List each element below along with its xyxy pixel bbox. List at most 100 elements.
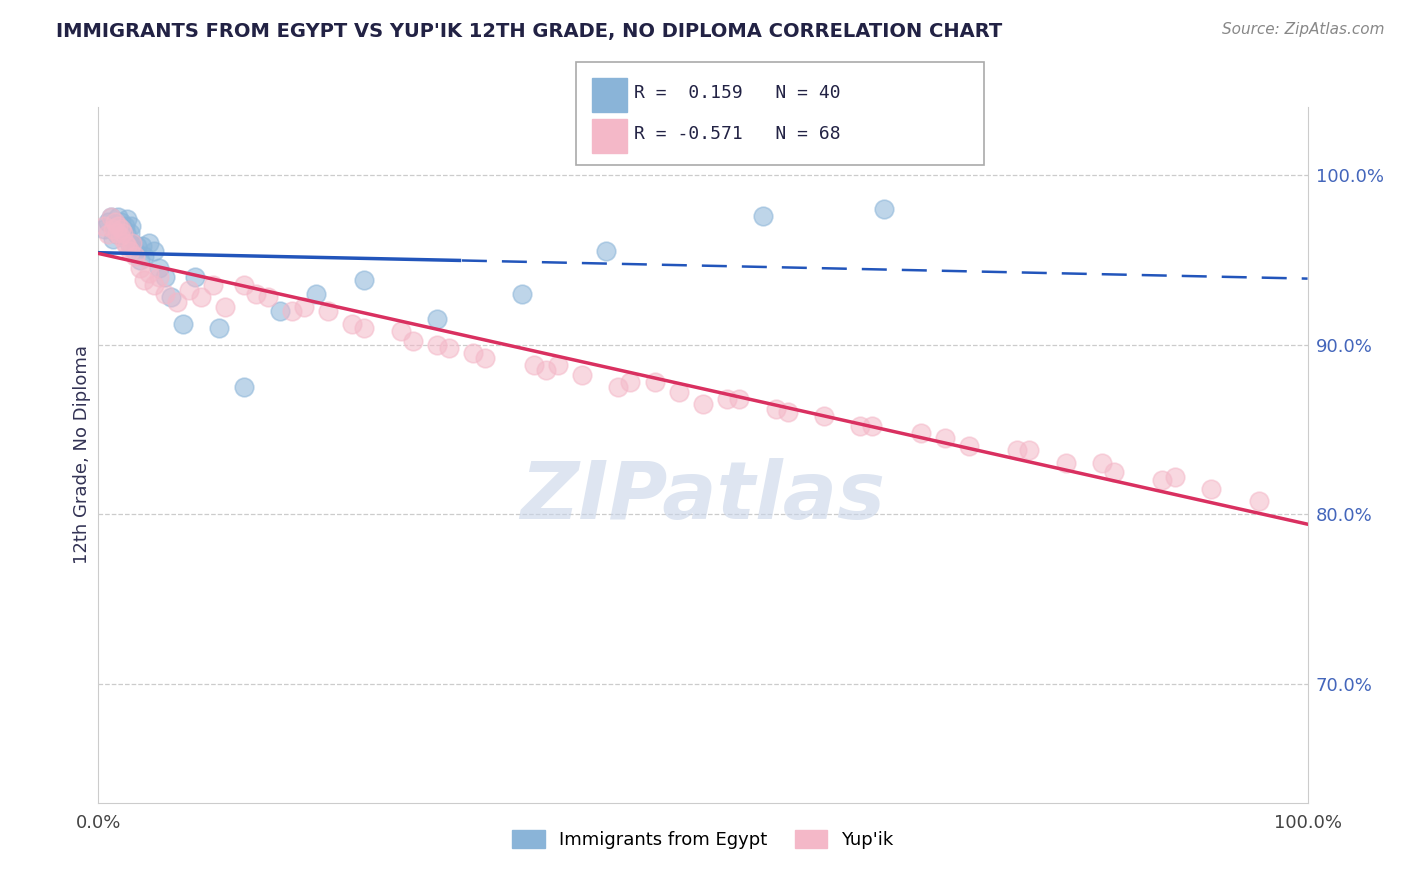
- Point: [128, 261, 150, 276]
- Point: [117, 239, 139, 253]
- Point: [595, 244, 617, 259]
- Point: [1152, 474, 1174, 488]
- Point: [101, 222, 124, 236]
- Point: [118, 244, 141, 259]
- Point: [353, 320, 375, 334]
- Point: [127, 239, 149, 253]
- Point: [114, 235, 136, 250]
- Point: [160, 290, 183, 304]
- Point: [534, 363, 557, 377]
- Point: [1249, 493, 1271, 508]
- Point: [134, 273, 156, 287]
- Point: [93, 222, 115, 236]
- Point: [256, 290, 278, 304]
- Point: [1102, 465, 1125, 479]
- Point: [143, 278, 166, 293]
- Point: [668, 385, 690, 400]
- Point: [873, 202, 896, 216]
- Point: [111, 226, 134, 240]
- Point: [120, 219, 142, 233]
- Point: [245, 286, 267, 301]
- Point: [105, 226, 128, 240]
- Point: [316, 303, 339, 318]
- Point: [108, 222, 131, 236]
- Point: [813, 409, 835, 423]
- Point: [463, 346, 485, 360]
- Point: [101, 232, 124, 246]
- Text: ZIPatlas: ZIPatlas: [520, 458, 886, 536]
- Point: [121, 235, 143, 250]
- Point: [1054, 457, 1077, 471]
- Point: [523, 358, 546, 372]
- Point: [402, 334, 425, 349]
- Point: [849, 419, 872, 434]
- Text: R =  0.159   N = 40: R = 0.159 N = 40: [634, 84, 841, 102]
- Point: [115, 226, 138, 240]
- Point: [776, 405, 799, 419]
- Point: [342, 318, 364, 332]
- Point: [104, 219, 127, 233]
- Point: [148, 261, 170, 276]
- Point: [100, 211, 122, 225]
- Point: [607, 380, 630, 394]
- Point: [202, 278, 225, 293]
- Point: [179, 283, 201, 297]
- Point: [644, 375, 666, 389]
- Point: [716, 392, 738, 406]
- Point: [1018, 442, 1040, 457]
- Point: [148, 269, 170, 284]
- Point: [128, 252, 150, 267]
- Point: [353, 273, 375, 287]
- Point: [619, 375, 641, 389]
- Point: [138, 235, 160, 250]
- Point: [426, 312, 449, 326]
- Point: [292, 300, 315, 314]
- Point: [111, 222, 134, 236]
- Point: [692, 397, 714, 411]
- Point: [426, 337, 449, 351]
- Point: [118, 235, 141, 250]
- Point: [172, 318, 194, 332]
- Point: [110, 222, 132, 236]
- Point: [269, 303, 291, 318]
- Point: [93, 219, 115, 233]
- Point: [105, 227, 128, 242]
- Point: [474, 351, 496, 366]
- Point: [305, 286, 328, 301]
- Point: [124, 244, 146, 259]
- Point: [860, 419, 883, 434]
- Point: [1091, 457, 1114, 471]
- Point: [153, 269, 176, 284]
- Point: [437, 341, 460, 355]
- Point: [112, 229, 135, 244]
- Point: [214, 300, 236, 314]
- Point: [121, 235, 143, 250]
- Point: [108, 229, 131, 244]
- Point: [131, 239, 153, 253]
- Point: [547, 358, 569, 372]
- Point: [1163, 470, 1185, 484]
- Point: [752, 209, 775, 223]
- Point: [138, 266, 160, 280]
- Point: [1007, 442, 1029, 457]
- Point: [910, 425, 932, 440]
- Point: [208, 320, 231, 334]
- Point: [389, 324, 412, 338]
- Text: IMMIGRANTS FROM EGYPT VS YUP'IK 12TH GRADE, NO DIPLOMA CORRELATION CHART: IMMIGRANTS FROM EGYPT VS YUP'IK 12TH GRA…: [56, 22, 1002, 41]
- Point: [104, 215, 127, 229]
- Point: [728, 392, 751, 406]
- Point: [957, 439, 980, 453]
- Point: [118, 226, 141, 240]
- Point: [934, 431, 956, 445]
- Point: [114, 219, 136, 233]
- Point: [166, 295, 188, 310]
- Point: [110, 215, 132, 229]
- Point: [153, 286, 176, 301]
- Point: [143, 244, 166, 259]
- Point: [281, 303, 304, 318]
- Text: Source: ZipAtlas.com: Source: ZipAtlas.com: [1222, 22, 1385, 37]
- Point: [124, 249, 146, 263]
- Point: [100, 211, 122, 225]
- Point: [107, 211, 129, 225]
- Point: [1199, 482, 1222, 496]
